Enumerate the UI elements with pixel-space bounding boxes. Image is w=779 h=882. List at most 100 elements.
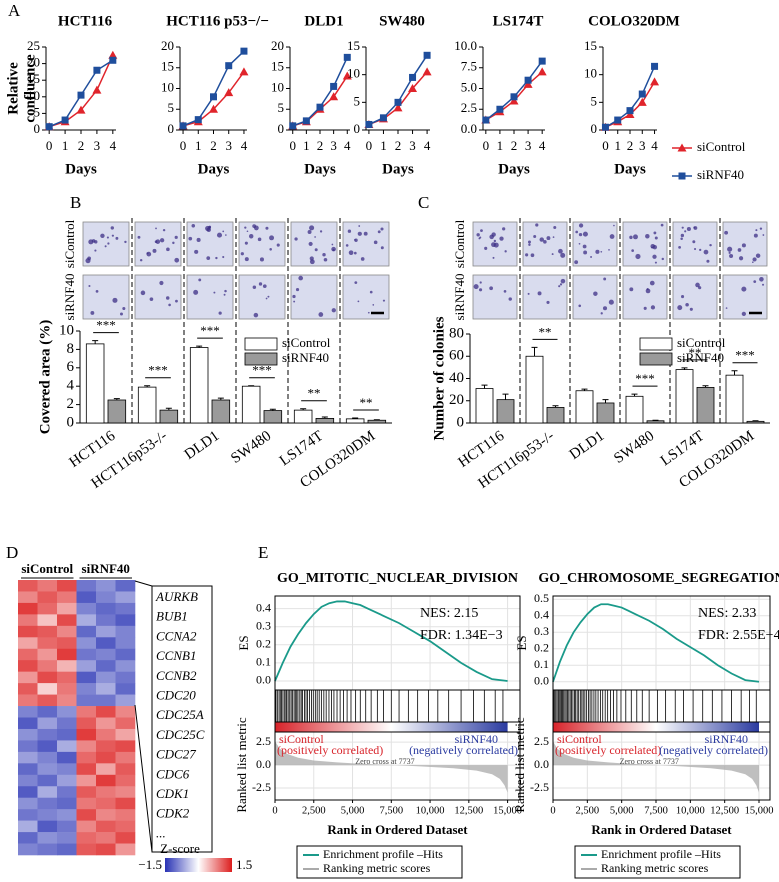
marker: [316, 103, 324, 111]
colony-dot: [294, 237, 298, 241]
heatmap-cell: [57, 648, 77, 661]
gene-label: CCNB1: [156, 648, 196, 663]
heatmap-cell: [37, 694, 58, 707]
colorbar-tick-label: −1.5: [138, 857, 162, 872]
frame: [552, 689, 771, 723]
colony-dot: [168, 303, 171, 307]
heatmap-cell: [18, 820, 38, 833]
colony-dot: [583, 250, 588, 255]
bar: [546, 407, 565, 424]
bar: [596, 402, 615, 424]
y-tick-label: 0.3: [534, 624, 549, 638]
significance-label: ***: [148, 363, 168, 378]
marker: [394, 98, 402, 106]
colony-dot: [692, 240, 696, 244]
colony-dot: [373, 240, 378, 245]
colony-dot: [152, 248, 157, 253]
error-bar: [652, 419, 659, 421]
heatmap-cell: [76, 843, 97, 856]
heatmap-cell: [76, 671, 97, 684]
heatmap-cell: [115, 580, 136, 592]
heatmap-cell: [76, 728, 97, 741]
heatmap-cell: [18, 671, 38, 684]
x-tick-label: 2: [627, 138, 634, 153]
colony-image: [472, 274, 518, 320]
significance-label: **: [308, 386, 321, 401]
colony-dot: [155, 239, 161, 244]
x-tick-label: 0: [602, 138, 609, 153]
y-axis-label: Ranked list metric: [234, 717, 249, 813]
colony-dot: [738, 256, 744, 261]
colony-dot: [258, 282, 263, 286]
legend-label: siControl: [282, 335, 331, 350]
y-tick-label: -2.5: [252, 780, 271, 794]
colony-dot: [660, 223, 664, 227]
marker: [239, 67, 249, 76]
colony-dot: [476, 233, 480, 237]
x-tick-label: 0: [550, 805, 555, 816]
y-tick-label: 4: [67, 378, 75, 394]
colony-dot: [539, 237, 544, 242]
colony-dot: [246, 230, 249, 233]
heatmap-cell: [96, 717, 116, 730]
bar: [575, 390, 594, 424]
bar: [496, 399, 515, 424]
x-tick-label: DLD1: [567, 428, 608, 463]
colony-dot: [546, 236, 551, 241]
colony-dot: [706, 259, 710, 263]
neg-note: (negatively correlated): [659, 743, 768, 757]
x-tick-label: 12,500: [454, 805, 483, 816]
error-bar: [731, 370, 738, 376]
colony-dot: [602, 306, 608, 311]
y-axis-label: Number of colonies: [431, 316, 447, 440]
gene-label: CDK2: [156, 806, 190, 821]
bar: [263, 410, 283, 424]
colony-dot: [198, 278, 202, 282]
colony-dot: [600, 312, 603, 315]
subplot-title: COLO320DM: [588, 13, 680, 29]
colony-dot: [755, 229, 758, 232]
bar: [85, 343, 105, 424]
colony-dot: [262, 284, 267, 289]
gene-label: CDC20: [156, 687, 196, 702]
heatmap-cell: [76, 660, 97, 672]
colony-dot: [252, 285, 257, 289]
colony-dot: [492, 256, 495, 259]
colony-dot: [608, 249, 610, 251]
colony-image: [134, 274, 182, 320]
colony-dot: [174, 257, 180, 263]
y-tick-label: 10: [584, 66, 597, 81]
heatmap-cell: [18, 683, 38, 695]
colony-dot: [353, 251, 357, 255]
colony-dot: [558, 248, 563, 254]
marker: [224, 88, 234, 97]
heatmap-cell: [96, 648, 116, 661]
error-bar: [531, 346, 538, 357]
marker: [77, 91, 85, 99]
colony-dot: [503, 290, 507, 293]
heatmap-cell: [18, 774, 38, 787]
error-bar: [217, 397, 224, 400]
y-tick-label: 0.5: [534, 591, 549, 605]
x-tick-label: 1: [195, 138, 202, 153]
x-tick-label: 3: [225, 138, 232, 153]
x-axis-label: Days: [614, 161, 646, 177]
colony-dot: [357, 300, 360, 303]
heatmap-cell: [18, 740, 38, 753]
heatmap-cell: [37, 740, 58, 753]
heatmap-cell: [115, 591, 136, 604]
fdr: FDR: 1.34E−3: [420, 628, 503, 643]
colony-dot: [269, 248, 272, 251]
colony-dot: [703, 249, 709, 255]
heatmap-cell: [37, 637, 58, 650]
marker: [523, 79, 533, 88]
x-tick-label: 2: [317, 138, 324, 153]
colony-image: [290, 221, 338, 267]
heatmap-cell: [57, 683, 77, 695]
colony-dot: [552, 236, 555, 239]
marker: [93, 66, 101, 74]
x-tick-label: 4: [344, 138, 351, 153]
heatmap-cell: [115, 740, 136, 753]
colony-dot: [265, 226, 269, 230]
heatmap-cell: [76, 740, 97, 753]
